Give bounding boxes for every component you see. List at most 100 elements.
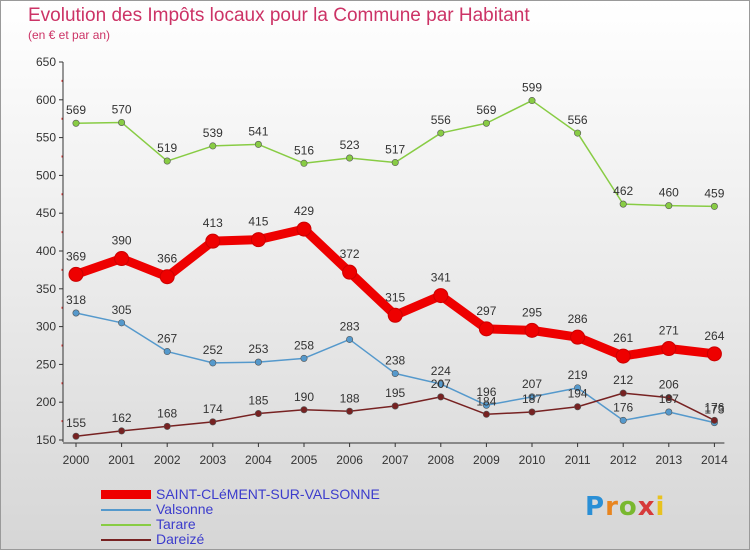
data-point-0 xyxy=(478,321,494,337)
data-label-2: 459 xyxy=(704,186,724,200)
data-label-3: 212 xyxy=(613,373,633,387)
data-label-2: 541 xyxy=(248,124,268,138)
data-point-1 xyxy=(665,408,673,416)
data-label-3: 194 xyxy=(568,387,588,401)
data-point-3 xyxy=(391,402,399,410)
data-point-3 xyxy=(619,389,627,397)
data-label-2: 569 xyxy=(66,103,86,117)
data-label-3: 190 xyxy=(294,390,314,404)
data-point-1 xyxy=(118,319,126,327)
x-tick-label: 2002 xyxy=(154,453,181,467)
data-point-0 xyxy=(524,322,540,338)
data-point-1 xyxy=(437,380,445,388)
data-point-2 xyxy=(209,142,217,150)
data-point-2 xyxy=(72,119,80,127)
data-label-2: 516 xyxy=(294,143,314,157)
data-label-1: 253 xyxy=(248,342,268,356)
data-point-0 xyxy=(205,233,221,249)
data-point-2 xyxy=(710,202,718,210)
data-label-0: 315 xyxy=(385,290,405,304)
data-point-1 xyxy=(528,393,536,401)
data-point-0 xyxy=(661,341,677,357)
data-label-1: 207 xyxy=(522,377,542,391)
data-label-3: 168 xyxy=(157,406,177,420)
data-point-0 xyxy=(570,329,586,345)
data-label-1: 173 xyxy=(704,403,724,417)
data-point-3 xyxy=(163,422,171,430)
x-tick-label: 2004 xyxy=(245,453,272,467)
data-point-1 xyxy=(72,309,80,317)
legend-swatch-dareize xyxy=(101,539,151,541)
y-tick-label: 600 xyxy=(36,93,56,107)
data-point-0 xyxy=(706,346,722,362)
data-point-0 xyxy=(433,288,449,304)
data-label-3: 155 xyxy=(66,416,86,430)
data-point-2 xyxy=(391,159,399,167)
data-label-0: 413 xyxy=(203,216,223,230)
data-point-3 xyxy=(528,408,536,416)
data-label-2: 569 xyxy=(476,103,496,117)
legend-item-dareize: Dareizé xyxy=(101,532,431,547)
data-point-0 xyxy=(615,348,631,364)
data-label-1: 305 xyxy=(112,303,132,317)
data-label-0: 415 xyxy=(248,215,268,229)
x-tick-label: 2000 xyxy=(63,453,90,467)
data-label-0: 341 xyxy=(431,271,451,285)
data-point-2 xyxy=(574,129,582,137)
data-label-1: 283 xyxy=(340,319,360,333)
legend-label-dareize: Dareizé xyxy=(156,531,205,547)
x-tick-label: 2007 xyxy=(382,453,409,467)
data-label-3: 174 xyxy=(203,402,223,416)
data-label-3: 195 xyxy=(385,386,405,400)
y-tick-label: 300 xyxy=(36,320,56,334)
legend-label-tarare: Tarare xyxy=(156,516,196,532)
y-tick-label: 550 xyxy=(36,131,56,145)
data-label-3: 185 xyxy=(248,394,268,408)
data-point-0 xyxy=(159,269,175,285)
chart-title: Evolution des Impôts locaux pour la Comm… xyxy=(28,5,530,26)
x-tick-label: 2008 xyxy=(427,453,454,467)
data-label-0: 372 xyxy=(340,247,360,261)
data-point-0 xyxy=(296,221,312,237)
x-tick-label: 2009 xyxy=(473,453,500,467)
data-label-3: 206 xyxy=(659,378,679,392)
data-point-2 xyxy=(619,200,627,208)
data-point-0 xyxy=(342,264,358,280)
x-tick-label: 2001 xyxy=(108,453,135,467)
data-label-3: 188 xyxy=(340,391,360,405)
x-tick-label: 2010 xyxy=(519,453,546,467)
data-point-3 xyxy=(437,393,445,401)
data-label-0: 429 xyxy=(294,204,314,218)
legend-swatch-saint-clement xyxy=(101,490,151,499)
y-tick-label: 200 xyxy=(36,395,56,409)
data-label-2: 462 xyxy=(613,184,633,198)
data-point-1 xyxy=(300,354,308,362)
data-label-3: 176 xyxy=(704,400,724,414)
data-point-0 xyxy=(114,251,130,267)
y-tick-label: 500 xyxy=(36,168,56,182)
data-label-2: 556 xyxy=(431,113,451,127)
y-tick-label: 350 xyxy=(36,282,56,296)
data-label-1: 224 xyxy=(431,364,451,378)
data-label-1: 176 xyxy=(613,400,633,414)
data-point-3 xyxy=(710,416,718,424)
data-point-3 xyxy=(346,407,354,415)
data-label-1: 267 xyxy=(157,332,177,346)
data-label-2: 556 xyxy=(568,113,588,127)
data-point-2 xyxy=(118,118,126,126)
data-label-2: 519 xyxy=(157,141,177,155)
data-point-0 xyxy=(68,266,84,282)
legend-item-valsonne: Valsonne xyxy=(101,502,431,517)
y-tick-label: 150 xyxy=(36,433,56,447)
data-label-1: 219 xyxy=(568,368,588,382)
data-label-2: 539 xyxy=(203,126,223,140)
data-point-3 xyxy=(118,427,126,435)
data-point-2 xyxy=(346,154,354,162)
data-point-2 xyxy=(528,97,536,105)
data-point-1 xyxy=(482,401,490,409)
y-tick-label: 400 xyxy=(36,244,56,258)
y-tick-label: 650 xyxy=(36,55,56,69)
legend-label-saint-clement: SAINT-CLéMENT-SUR-VALSONNE xyxy=(156,486,380,502)
data-label-0: 261 xyxy=(613,331,633,345)
